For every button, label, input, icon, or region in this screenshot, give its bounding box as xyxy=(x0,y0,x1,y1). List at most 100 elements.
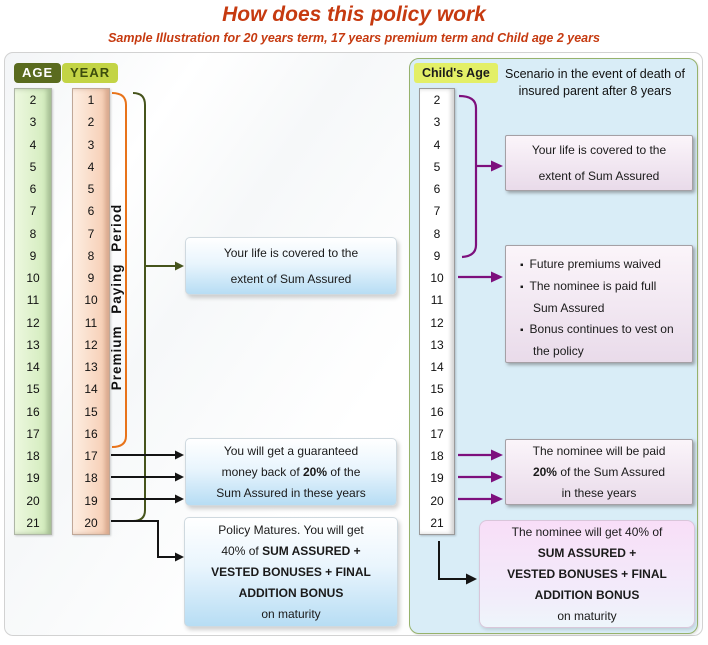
column-cell: 17 xyxy=(84,449,98,464)
text-line: Your life is covered to the xyxy=(531,143,667,157)
text-line: The nominee will be paid xyxy=(532,443,666,458)
column-cell: 9 xyxy=(433,248,441,263)
column-cell: 18 xyxy=(430,449,444,464)
column-cell: 10 xyxy=(26,271,40,286)
column-cell: 6 xyxy=(433,182,441,197)
column-cell: 16 xyxy=(26,404,40,419)
text-line: Future premiums waived xyxy=(520,254,680,276)
text-line: VESTED BONUSES + FINAL xyxy=(507,566,667,581)
nominee-maturity-box: The nominee will get 40% of SUM ASSURED +… xyxy=(479,520,695,628)
column-cell: 19 xyxy=(84,493,98,508)
column-cell: 12 xyxy=(430,315,444,330)
column-cell: 11 xyxy=(26,293,40,308)
column-cell: 17 xyxy=(26,426,40,441)
text-line: Bonus continues to vest on the policy xyxy=(520,319,680,362)
text-line: on maturity xyxy=(261,606,321,621)
premium-paying-period-label: Premium Paying Period xyxy=(109,203,124,391)
column-cell: 2 xyxy=(433,93,441,108)
column-cell: 2 xyxy=(87,115,95,130)
column-cell: 11 xyxy=(84,315,98,330)
maturity-box: Policy Matures. You will get 40% of SUM A… xyxy=(184,517,398,627)
column-cell: 4 xyxy=(433,137,441,152)
column-cell: 15 xyxy=(430,382,444,397)
column-cell: 3 xyxy=(29,115,37,130)
nominee-money-back-box: The nominee will be paid 20% of the Sum A… xyxy=(505,439,693,505)
death-benefits-box: Future premiums waivedThe nominee is pai… xyxy=(505,245,693,363)
column-cell: 15 xyxy=(84,404,98,419)
column-cell: 12 xyxy=(84,337,98,352)
column-cell: 3 xyxy=(433,115,441,130)
column-cell: 11 xyxy=(430,293,444,308)
page-subtitle: Sample Illustration for 20 years term, 1… xyxy=(108,31,600,45)
column-cell: 15 xyxy=(26,382,40,397)
column-cell: 7 xyxy=(87,226,95,241)
childs-age-column: 2 3 4 5 6 7 8 9 10 11 12 13 14 15 16 17 18 19 20 21 xyxy=(419,88,455,535)
text-line: Scenario in the event of death of xyxy=(505,67,685,81)
column-cell: 5 xyxy=(87,182,95,197)
column-cell: 13 xyxy=(84,360,98,375)
column-cell: 13 xyxy=(430,337,444,352)
text-line: in these years xyxy=(561,485,637,500)
life-cover-box: Your life is covered to the extent of Sum… xyxy=(185,237,397,295)
column-cell: 9 xyxy=(87,271,95,286)
nominee-life-cover-box: Your life is covered to the extent of Sum… xyxy=(505,135,693,191)
column-cell: 16 xyxy=(430,404,444,419)
column-cell: 14 xyxy=(430,360,444,375)
text-line: ADDITION BONUS xyxy=(238,585,344,600)
text-line: on maturity xyxy=(557,608,617,623)
column-cell: 2 xyxy=(29,93,37,108)
column-cell: 10 xyxy=(84,293,98,308)
column-cell: 18 xyxy=(84,471,98,486)
text-line: Policy Matures. You will get xyxy=(218,522,364,537)
age-column-header: AGE xyxy=(14,63,62,83)
column-cell: 9 xyxy=(29,248,37,263)
column-cell: 5 xyxy=(29,159,37,174)
column-cell: 7 xyxy=(433,204,441,219)
column-cell: 8 xyxy=(29,226,37,241)
text-line: SUM ASSURED + xyxy=(537,545,637,560)
column-cell: 6 xyxy=(87,204,95,219)
column-cell: 13 xyxy=(26,337,40,352)
text-line: Your life is covered to the xyxy=(223,246,359,260)
page-title: How does this policy work xyxy=(222,3,486,26)
text-line: You will get a guaranteed xyxy=(223,443,359,458)
year-column-header: YEAR xyxy=(62,63,119,83)
column-cell: 8 xyxy=(433,226,441,241)
year-column: 1 2 3 4 5 6 7 8 9 10 11 12 13 14 15 16 17 18 19 20 xyxy=(72,88,110,535)
text-line: ADDITION BONUS xyxy=(534,587,640,602)
age-column: 2 3 4 5 6 7 8 9 10 11 12 13 14 15 16 17 18 19 20 21 xyxy=(14,88,52,535)
column-cell: 4 xyxy=(29,137,37,152)
column-cell: 4 xyxy=(87,159,95,174)
text-line: 20% of the Sum Assured xyxy=(532,464,666,479)
column-cell: 10 xyxy=(430,271,444,286)
column-cell: 1 xyxy=(87,93,95,108)
column-cell: 19 xyxy=(430,471,444,486)
column-cell: 16 xyxy=(84,426,98,441)
column-cell: 18 xyxy=(26,449,40,464)
column-cell: 7 xyxy=(29,204,37,219)
text-line: The nominee will get 40% of xyxy=(511,524,663,539)
column-cell: 17 xyxy=(430,426,444,441)
text-line: Sum Assured in these years xyxy=(216,485,366,500)
text-line: VESTED BONUSES + FINAL xyxy=(211,564,371,579)
column-cell: 6 xyxy=(29,182,37,197)
column-cell: 14 xyxy=(26,360,40,375)
column-cell: 20 xyxy=(430,493,444,508)
money-back-box: You will get a guaranteed money back of 2… xyxy=(185,438,397,506)
column-cell: 3 xyxy=(87,137,95,152)
column-cell: 21 xyxy=(430,515,444,530)
scenario-heading: Scenario in the event of death of insured… xyxy=(494,66,696,100)
text-line: extent of Sum Assured xyxy=(538,169,660,183)
text-line: The nominee is paid full Sum Assured xyxy=(520,276,680,319)
column-cell: 14 xyxy=(84,382,98,397)
column-cell: 20 xyxy=(84,515,98,530)
text-line: money back of 20% of the xyxy=(221,464,361,479)
column-cell: 20 xyxy=(26,493,40,508)
childs-age-column-header: Child's Age xyxy=(414,63,498,83)
column-cell: 19 xyxy=(26,471,40,486)
text-line: extent of Sum Assured xyxy=(230,272,352,286)
text-line: 40% of SUM ASSURED + xyxy=(221,543,361,558)
column-cell: 21 xyxy=(26,515,40,530)
column-cell: 8 xyxy=(87,248,95,263)
